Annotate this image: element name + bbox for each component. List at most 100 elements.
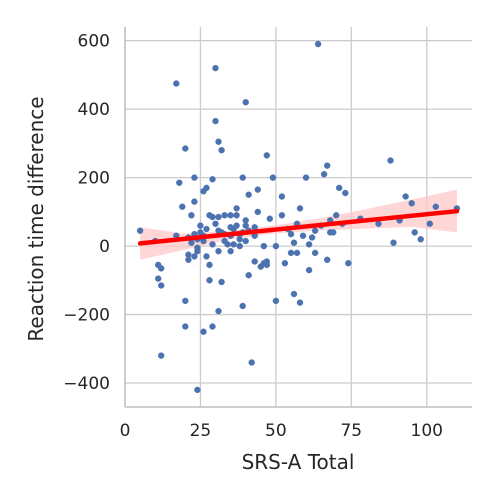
data-point [270,175,276,181]
data-point [188,212,194,218]
data-point [191,253,197,259]
data-point [210,241,216,247]
data-point [210,176,216,182]
data-point [231,241,237,247]
data-point [179,204,185,210]
y-tick-label: 400 [78,100,110,120]
data-point [204,253,210,259]
x-tick-labels: 0 25 50 75 100 [120,421,443,441]
data-point [300,233,306,239]
data-point [273,298,279,304]
data-point [243,99,249,105]
data-point [309,235,315,241]
data-point [288,231,294,237]
data-point [137,228,143,234]
data-point [219,147,225,153]
y-tick-labels: −400 −200 0 200 400 600 [63,32,110,394]
data-point [240,303,246,309]
data-point [237,236,243,242]
data-point [182,324,188,330]
data-point [234,223,240,229]
data-point [194,387,200,393]
data-point [388,158,394,164]
data-point [237,243,243,249]
data-point [249,360,255,366]
data-point [264,152,270,158]
data-point [219,279,225,285]
data-point [173,81,179,87]
data-point [433,204,439,210]
data-point [303,175,309,181]
data-point [246,272,252,278]
data-point [255,209,261,215]
data-point [182,146,188,152]
x-tick-label: 75 [340,421,362,441]
data-point [158,265,164,271]
data-point [204,226,210,232]
data-point [225,241,231,247]
data-point [222,212,228,218]
data-point [264,262,270,268]
data-point [255,187,261,193]
data-point [246,192,252,198]
data-point [197,223,203,229]
data-point [315,41,321,47]
y-tick-label: −200 [63,306,110,326]
data-point [216,308,222,314]
y-axis-label: Reaction time difference [24,96,48,341]
data-point [279,194,285,200]
data-point [297,300,303,306]
data-point [201,329,207,335]
data-point [213,221,219,227]
x-tick-label: 100 [411,421,443,441]
data-point [412,229,418,235]
data-point [228,248,234,254]
data-point [207,277,213,283]
data-point [324,257,330,263]
x-axis-label: SRS-A Total [242,450,355,474]
data-point [234,212,240,218]
data-point [336,185,342,191]
data-point [210,324,216,330]
data-point [291,291,297,297]
regression-line [140,211,457,243]
data-point [279,212,285,218]
data-point [204,185,210,191]
data-point [294,250,300,256]
data-point [306,267,312,273]
y-tick-label: 0 [99,237,110,257]
data-point [252,259,258,265]
x-tick-label: 25 [190,421,212,441]
data-point [333,212,339,218]
data-point [267,216,273,222]
y-tick-label: 200 [78,169,110,189]
data-point [345,260,351,266]
data-point [288,250,294,256]
data-point [185,257,191,263]
data-point [216,139,222,145]
data-point [194,248,200,254]
data-point [306,241,312,247]
data-point [207,262,213,268]
data-point [213,118,219,124]
data-point [376,221,382,227]
data-point [427,221,433,227]
regression-line-group [140,211,457,243]
data-point [234,205,240,211]
data-point [330,229,336,235]
data-point [216,214,222,220]
data-point [182,298,188,304]
data-point [191,175,197,181]
data-point [312,228,318,234]
y-tick-label: 600 [78,32,110,52]
data-point [176,180,182,186]
data-point [324,163,330,169]
data-point [403,194,409,200]
y-tick-label: −400 [63,374,110,394]
data-point [261,243,267,249]
data-point [210,214,216,220]
data-point [409,200,415,206]
data-point [228,212,234,218]
data-point [418,236,424,242]
